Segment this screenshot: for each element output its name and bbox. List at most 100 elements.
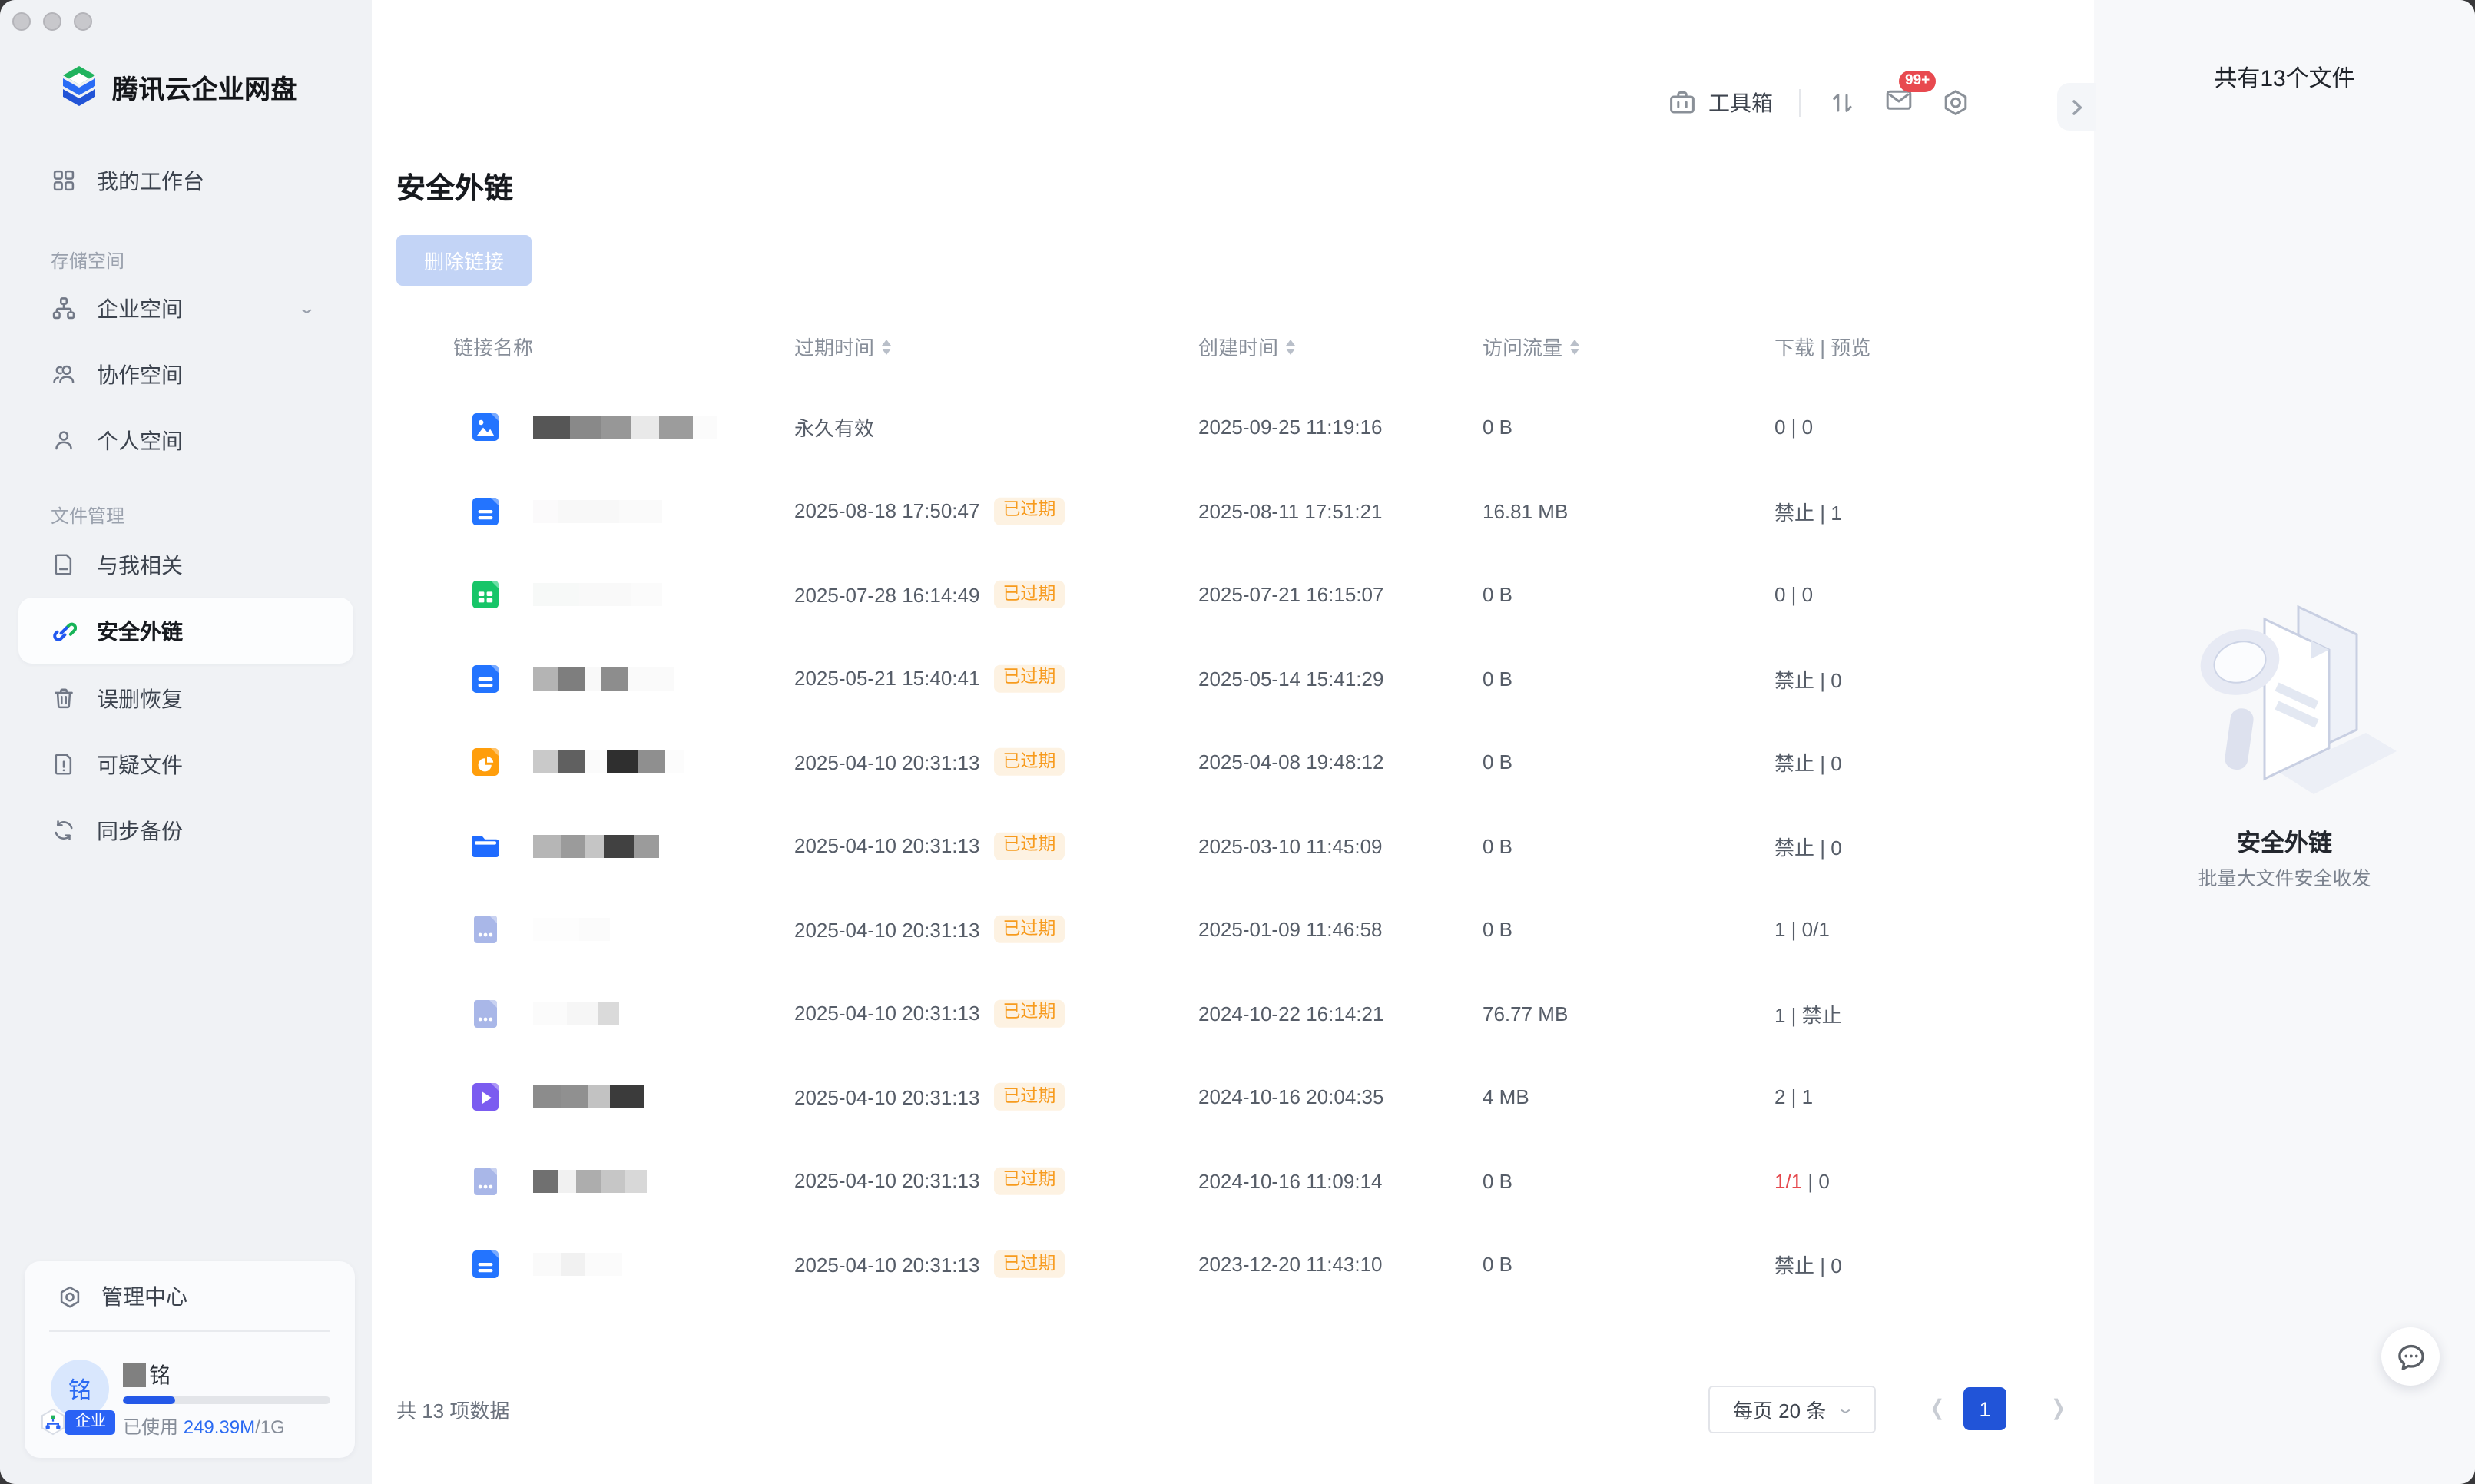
expire-time-cell: 2025-07-28 16:14:49 已过期 bbox=[794, 581, 1065, 609]
expired-badge: 已过期 bbox=[993, 1250, 1065, 1279]
sidebar-item-label: 企业空间 bbox=[97, 296, 183, 320]
download-preview-cell: 禁止 | 0 bbox=[1774, 836, 1842, 860]
expired-badge: 已过期 bbox=[993, 832, 1065, 860]
download-preview-cell: 0 | 0 bbox=[1774, 416, 1814, 439]
table-body: 永久有效 2025-09-25 11:19:16 0 B 0 | 0 2025-… bbox=[372, 386, 2094, 1307]
table-row[interactable]: 2025-04-10 20:31:13 已过期 2025-04-08 19:48:… bbox=[372, 720, 2094, 804]
video-file-icon bbox=[469, 1081, 502, 1115]
chat-bubble-icon bbox=[2397, 1343, 2424, 1370]
sidebar-item-workbench[interactable]: 我的工作台 bbox=[18, 147, 353, 214]
minimize-window-button[interactable] bbox=[43, 12, 61, 31]
traffic-cell: 0 B bbox=[1483, 834, 1513, 858]
detail-panel: 共有13个文件 安全外链 批量大文件安全收发 bbox=[2094, 0, 2475, 1484]
sidebar-item-trash-recovery[interactable]: 误删恢复 bbox=[18, 665, 353, 731]
notifications-button[interactable]: 99+ bbox=[1884, 70, 1937, 122]
link-name-redacted bbox=[533, 918, 610, 942]
traffic-cell: 0 B bbox=[1483, 583, 1513, 607]
col-download-preview: 下载 | 预览 bbox=[1774, 336, 1871, 359]
sidebar-item-collab-space[interactable]: 协作空间 bbox=[18, 341, 353, 407]
create-time-cell: 2024-10-16 20:04:35 bbox=[1198, 1085, 1384, 1109]
link-name-redacted bbox=[533, 416, 717, 439]
table-row[interactable]: 2025-04-10 20:31:13 已过期 2024-10-16 20:04:… bbox=[372, 1055, 2094, 1139]
table-row[interactable]: 2025-07-28 16:14:49 已过期 2025-07-21 16:15:… bbox=[372, 553, 2094, 637]
transfer-list-icon[interactable] bbox=[1827, 88, 1857, 118]
brand-cube-icon bbox=[63, 66, 95, 106]
divider bbox=[49, 1330, 330, 1332]
col-link-name: 链接名称 bbox=[453, 336, 534, 359]
table-row[interactable]: 2025-04-10 20:31:13 已过期 2025-01-09 11:46:… bbox=[372, 888, 2094, 972]
divider bbox=[1799, 89, 1801, 117]
sidebar-item-label: 协作空间 bbox=[97, 362, 183, 386]
delete-link-button[interactable]: 删除链接 bbox=[396, 235, 532, 286]
chevron-down-icon[interactable]: ⌄ bbox=[296, 300, 316, 318]
toolbox-icon bbox=[1670, 91, 1695, 114]
admin-center-link[interactable]: 管理中心 bbox=[32, 1270, 347, 1323]
collapse-panel-button[interactable] bbox=[2057, 83, 2096, 131]
create-time-cell: 2023-12-20 11:43:10 bbox=[1198, 1253, 1383, 1277]
close-window-button[interactable] bbox=[12, 12, 31, 31]
app-logo: 腾讯云企业网盘 bbox=[58, 65, 297, 108]
user-name: 铭 bbox=[123, 1360, 171, 1390]
current-page-button[interactable]: 1 bbox=[1963, 1387, 2006, 1430]
table-row[interactable]: 2025-04-10 20:31:13 已过期 2024-10-16 11:09:… bbox=[372, 1139, 2094, 1223]
sidebar-item-related-to-me[interactable]: 与我相关 bbox=[18, 532, 353, 598]
sidebar-item-secure-links[interactable]: 安全外链 bbox=[18, 598, 353, 664]
traffic-cell: 76.77 MB bbox=[1483, 1002, 1569, 1025]
download-preview-cell: 0 | 0 bbox=[1774, 583, 1814, 607]
col-create-time: 创建时间 bbox=[1198, 332, 1296, 361]
zoom-window-button[interactable] bbox=[74, 12, 92, 31]
sort-expire-button[interactable] bbox=[882, 339, 892, 354]
folder-file-icon bbox=[469, 830, 502, 863]
expired-badge: 已过期 bbox=[993, 999, 1065, 1028]
storage-progress-fill bbox=[123, 1396, 175, 1404]
sidebar-item-label: 我的工作台 bbox=[97, 168, 204, 193]
sidebar-item-suspicious-files[interactable]: 可疑文件 bbox=[18, 731, 353, 797]
org-type-badge: 企业 bbox=[65, 1410, 115, 1435]
sidebar-item-enterprise-space[interactable]: 企业空间 ⌄ bbox=[18, 275, 353, 341]
traffic-cell: 0 B bbox=[1483, 416, 1513, 439]
expire-time-cell: 2025-04-10 20:31:13 已过期 bbox=[794, 1250, 1065, 1279]
expire-time-cell: 永久有效 bbox=[794, 417, 875, 441]
create-time-cell: 2024-10-16 11:09:14 bbox=[1198, 1169, 1383, 1193]
org-icon bbox=[52, 297, 75, 320]
table-row[interactable]: 永久有效 2025-09-25 11:19:16 0 B 0 | 0 bbox=[372, 386, 2094, 469]
traffic-cell: 0 B bbox=[1483, 918, 1513, 942]
download-preview-cell: 禁止 | 0 bbox=[1774, 752, 1842, 776]
sidebar-item-sync-backup[interactable]: 同步备份 bbox=[18, 797, 353, 863]
person-icon bbox=[55, 431, 72, 450]
create-time-cell: 2024-10-22 16:14:21 bbox=[1198, 1002, 1384, 1025]
link-name-redacted bbox=[533, 583, 662, 607]
sidebar: 腾讯云企业网盘 我的工作台 存储空间 企业空间 ⌄ bbox=[0, 0, 372, 1484]
storage-progress bbox=[123, 1396, 330, 1404]
sort-traffic-button[interactable] bbox=[1570, 339, 1580, 354]
grid-icon bbox=[53, 170, 75, 191]
help-chat-button[interactable] bbox=[2381, 1327, 2440, 1386]
mail-icon bbox=[1886, 89, 1912, 109]
create-time-cell: 2025-04-08 19:48:12 bbox=[1198, 750, 1384, 774]
table-row[interactable]: 2025-05-21 15:40:41 已过期 2025-05-14 15:41:… bbox=[372, 637, 2094, 720]
avatar[interactable]: 铭 bbox=[51, 1360, 109, 1418]
expire-time-cell: 2025-04-10 20:31:13 已过期 bbox=[794, 748, 1065, 777]
feature-title: 安全外链 bbox=[2236, 831, 2332, 857]
sidebar-item-personal-space[interactable]: 个人空间 bbox=[18, 407, 353, 473]
page-size-select[interactable]: 每页 20 条 ⌄ bbox=[1708, 1386, 1876, 1433]
doc-file-icon bbox=[469, 1248, 502, 1282]
expire-time-cell: 2025-04-10 20:31:13 已过期 bbox=[794, 1083, 1065, 1111]
create-time-cell: 2025-01-09 11:46:58 bbox=[1198, 918, 1383, 942]
table-row[interactable]: 2025-04-10 20:31:13 已过期 2025-03-10 11:45:… bbox=[372, 804, 2094, 888]
table-row[interactable]: 2025-04-10 20:31:13 已过期 2023-12-20 11:43:… bbox=[372, 1223, 2094, 1307]
toolbox-button[interactable]: 工具箱 bbox=[1667, 88, 1773, 118]
next-page-button[interactable]: ❯ bbox=[2051, 1395, 2066, 1419]
prev-page-button[interactable]: ❮ bbox=[1930, 1395, 1945, 1419]
table-row[interactable]: 2025-08-18 17:50:47 已过期 2025-08-11 17:51:… bbox=[372, 469, 2094, 553]
table-row[interactable]: 2025-04-10 20:31:13 已过期 2024-10-22 16:14:… bbox=[372, 972, 2094, 1055]
expired-badge: 已过期 bbox=[993, 748, 1065, 777]
expired-badge: 已过期 bbox=[993, 916, 1065, 944]
link-name-redacted bbox=[533, 1169, 647, 1193]
traffic-cell: 0 B bbox=[1483, 667, 1513, 691]
image-file-icon bbox=[469, 411, 502, 445]
sort-created-button[interactable] bbox=[1286, 339, 1296, 354]
sheet-file-icon bbox=[469, 578, 502, 612]
settings-hex-icon[interactable] bbox=[1940, 88, 1971, 118]
total-count: 共 13 项数据 bbox=[396, 1400, 510, 1423]
